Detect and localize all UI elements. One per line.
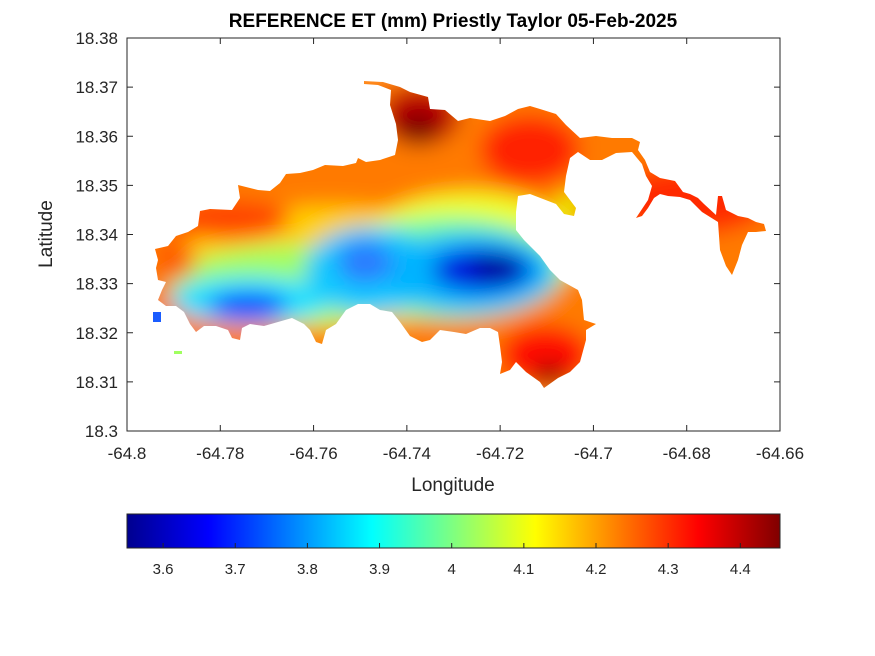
y-axis: 18.3 18.31 18.32 18.33 18.34 18.35 18.36 18.37 1… bbox=[75, 29, 780, 441]
field-blue-west bbox=[208, 292, 288, 320]
fragment-west-blue bbox=[153, 312, 161, 322]
y-tick-label: 18.3 bbox=[85, 422, 118, 441]
colorbar bbox=[126, 513, 781, 549]
colorbar-tick-label: 3.7 bbox=[225, 561, 246, 578]
y-axis-label: Latitude bbox=[36, 200, 57, 268]
y-tick-label: 18.34 bbox=[75, 226, 118, 245]
field-orange-west-tip bbox=[155, 240, 195, 280]
chart-title: REFERENCE ET (mm) Priestly Taylor 05-Feb… bbox=[229, 11, 678, 32]
x-tick-label: -64.7 bbox=[574, 444, 613, 463]
colorbar-tick-label: 4.1 bbox=[513, 561, 534, 578]
y-tick-label: 18.35 bbox=[75, 176, 118, 195]
x-tick-label: -64.78 bbox=[196, 444, 244, 463]
colorbar-ticks: 3.6 3.7 3.8 3.9 4 4.1 4.2 4.3 4.4 bbox=[153, 543, 751, 578]
x-tick-label: -64.74 bbox=[383, 444, 431, 463]
x-tick-label: -64.76 bbox=[289, 444, 337, 463]
y-tick-label: 18.33 bbox=[75, 275, 118, 294]
field-darkred-north bbox=[396, 110, 440, 146]
colorbar-tick-label: 4 bbox=[448, 561, 456, 578]
y-tick-label: 18.37 bbox=[75, 78, 118, 97]
y-tick-label: 18.36 bbox=[75, 127, 118, 146]
colorbar-tick-label: 3.9 bbox=[369, 561, 390, 578]
x-axis: -64.8 -64.78 -64.76 -64.74 -64.72 -64.7 -64.68… bbox=[108, 38, 804, 463]
fragment-west-green bbox=[174, 351, 182, 354]
colorbar-tick-label: 4.2 bbox=[586, 561, 607, 578]
field-blue-central bbox=[337, 240, 393, 284]
colorbar-tick-label: 3.8 bbox=[297, 561, 318, 578]
x-tick-label: -64.68 bbox=[663, 444, 711, 463]
y-tick-label: 18.38 bbox=[75, 29, 118, 48]
y-tick-label: 18.31 bbox=[75, 373, 118, 392]
colorbar-tick-label: 3.6 bbox=[153, 561, 174, 578]
y-tick-label: 18.32 bbox=[75, 324, 118, 343]
colorbar-tick-label: 4.4 bbox=[730, 561, 751, 578]
x-tick-label: -64.72 bbox=[476, 444, 524, 463]
x-tick-label: -64.8 bbox=[108, 444, 147, 463]
x-axis-label: Longitude bbox=[411, 475, 494, 496]
colorbar-tick-label: 4.3 bbox=[658, 561, 679, 578]
field-red-northeast bbox=[480, 115, 580, 185]
x-tick-label: -64.66 bbox=[756, 444, 804, 463]
field-navy-core bbox=[470, 256, 522, 280]
